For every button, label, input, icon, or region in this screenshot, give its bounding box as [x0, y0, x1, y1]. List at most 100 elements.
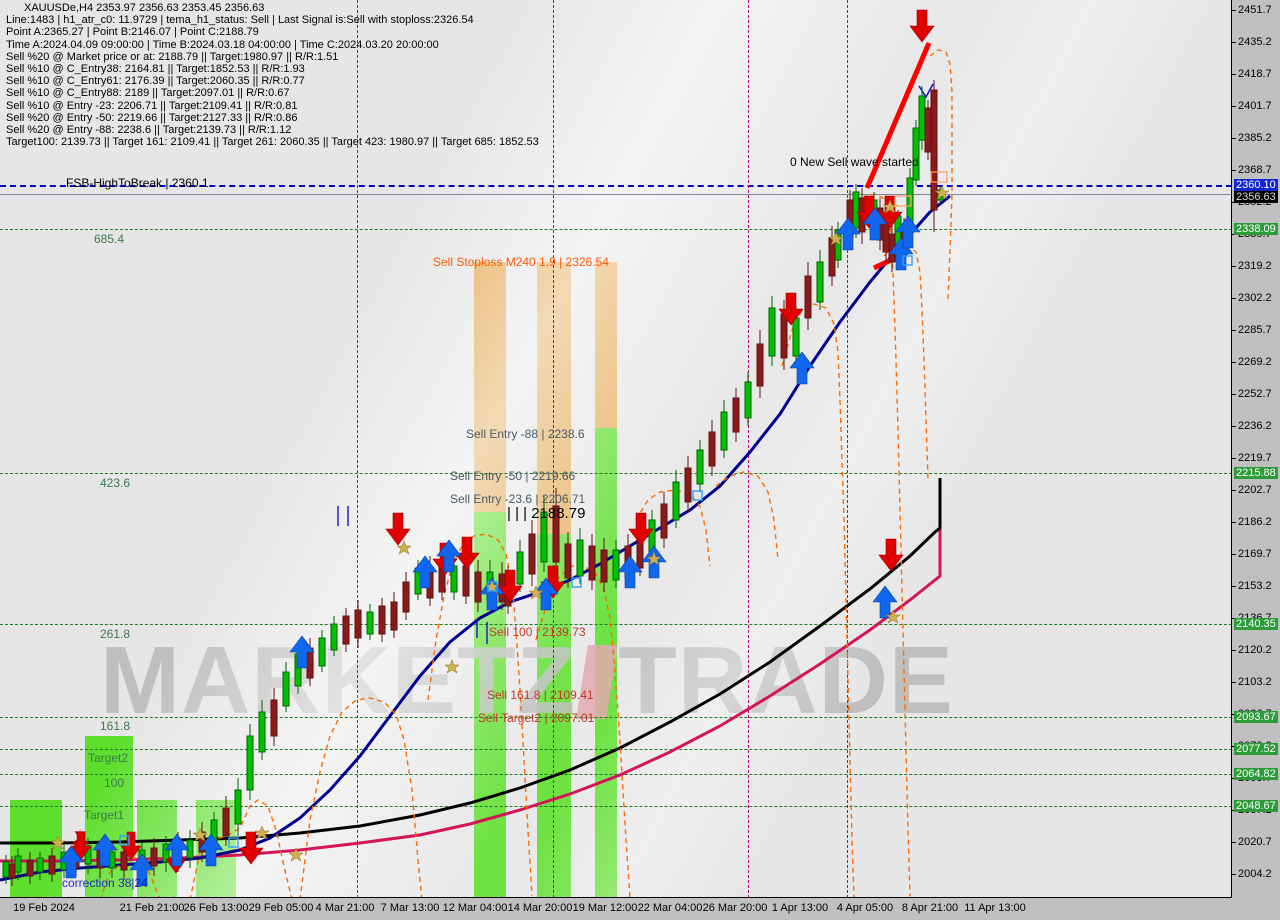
time-tick-label: 8 Apr 21:00 — [901, 902, 959, 914]
axis-tick — [1232, 522, 1236, 523]
info-line: Sell %10 @ C_Entry38: 2164.81 || Target:… — [6, 63, 305, 76]
annotation-sell-100: Sell 100 | 2139.73 — [489, 625, 586, 639]
axis-tick-label: 2368.7 — [1238, 164, 1272, 176]
pending-order-markers — [119, 255, 913, 848]
annotation-sell-entry-50: Sell Entry -50 | 2219.66 — [450, 469, 576, 483]
buy-signal-arrows — [58, 207, 921, 887]
time-axis[interactable]: 19 Feb 2024 21 Feb 21:00 26 Feb 13:00 29… — [0, 897, 1232, 920]
level-line-261 — [0, 624, 1232, 625]
axis-tick-label: 2319.2 — [1238, 260, 1272, 272]
price-tag-last: 2356.63 — [1234, 191, 1278, 203]
time-tick-label: 14 Mar 20:00 — [507, 902, 573, 914]
axis-tick — [1232, 170, 1236, 171]
info-line: Sell %20 @ Entry -50: 2219.66 || Target:… — [6, 111, 298, 124]
fib-label-100: 100 — [104, 776, 125, 790]
info-line: Point A:2365.27 | Point B:2146.07 | Poin… — [6, 26, 259, 39]
axis-tick-label: 2120.2 — [1238, 644, 1272, 656]
price-tag-261: 2140.35 — [1234, 618, 1278, 630]
axis-tick-label: 2285.7 — [1238, 324, 1272, 336]
chart-info-block: XAUUSDe,H4 2353.97 2356.63 2353.45 2356.… — [6, 2, 539, 148]
axis-tick — [1232, 458, 1236, 459]
axis-tick-label: 2186.2 — [1238, 516, 1272, 528]
axis-tick — [1232, 42, 1236, 43]
time-tick-label: 4 Mar 21:00 — [315, 902, 375, 914]
time-tick-label: 7 Mar 13:00 — [380, 902, 440, 914]
level-line-161 — [0, 717, 1232, 718]
fractal-star-markers — [50, 185, 950, 862]
axis-tick-label: 2103.2 — [1238, 676, 1272, 688]
price-tag-bid: 2360.10 — [1234, 179, 1278, 191]
info-line: Time A:2024.04.09 09:00:00 | Time B:2024… — [6, 38, 439, 51]
fib-label-161: 161.8 — [100, 719, 131, 733]
time-tick-label: 12 Mar 04:00 — [442, 902, 508, 914]
time-tick-label: 26 Feb 13:00 — [183, 902, 249, 914]
level-line-current — [0, 194, 1232, 195]
axis-tick — [1232, 106, 1236, 107]
annotation-sell-entry-88: Sell Entry -88 | 2238.6 — [466, 427, 585, 441]
price-tag-685: 2338.09 — [1234, 223, 1278, 235]
axis-tick-label: 2219.7 — [1238, 452, 1272, 464]
axis-tick-label: 2451.7 — [1238, 4, 1272, 16]
axis-tick-label: 2236.2 — [1238, 420, 1272, 432]
axis-corner — [1232, 898, 1280, 920]
price-tag-target1: 2048.67 — [1234, 800, 1278, 812]
time-tick-label: 22 Mar 04:00 — [637, 902, 703, 914]
ma-red-line — [0, 516, 942, 863]
time-tick-label: 19 Mar 12:00 — [572, 902, 638, 914]
annotation-fsb-hightobreak: FSB-HighToBreak | 2360.1 — [66, 176, 209, 190]
time-separator — [553, 0, 554, 898]
annotation-correction: correction 38|24 — [62, 876, 148, 890]
info-line: Target100: 2139.73 || Target 161: 2109.4… — [6, 136, 539, 149]
annotation-new-sell-wave: 0 New Sell wave started — [790, 155, 919, 169]
fib-label-261: 261.8 — [100, 627, 131, 641]
axis-tick-label: 2435.2 — [1238, 36, 1272, 48]
time-separator — [847, 0, 848, 898]
annotation-market-entry: | | | 2188.79 — [507, 505, 586, 522]
axis-tick — [1232, 586, 1236, 587]
axis-tick-label: 2401.7 — [1238, 100, 1272, 112]
axis-tick — [1232, 266, 1236, 267]
info-line: Sell %20 @ Entry -88: 2238.6 || Target:2… — [6, 124, 292, 137]
time-separator — [748, 0, 749, 898]
price-axis[interactable]: 2451.7 2435.2 2418.7 2401.7 2385.2 2368.… — [1231, 0, 1280, 898]
axis-tick-label: 2269.2 — [1238, 356, 1272, 368]
time-tick-label: 1 Apr 13:00 — [771, 902, 829, 914]
fib-label-685: 685.4 — [94, 232, 125, 246]
info-line: Sell %10 @ C_Entry88: 2189 || Target:209… — [6, 87, 290, 100]
fib-label-target1: Target1 — [84, 808, 125, 822]
axis-tick-label: 2252.7 — [1238, 388, 1272, 400]
annotation-sell-entry-236: Sell Entry -23.6 | 2206.71 — [450, 492, 586, 506]
info-line: Sell %10 @ C_Entry61: 2176.39 || Target:… — [6, 75, 305, 88]
ghost-bar-markers — [894, 171, 948, 207]
axis-tick-label: 2202.7 — [1238, 484, 1272, 496]
price-tag-161: 2093.67 — [1234, 711, 1278, 723]
axis-tick — [1232, 842, 1236, 843]
info-line: Sell %20 @ Market price or at: 2188.79 |… — [6, 50, 339, 63]
axis-tick-label: 2385.2 — [1238, 132, 1272, 144]
axis-tick — [1232, 74, 1236, 75]
fib-label-423: 423.6 — [100, 476, 131, 490]
axis-tick — [1232, 490, 1236, 491]
axis-tick — [1232, 362, 1236, 363]
axis-tick-label: 2020.7 — [1238, 836, 1272, 848]
candlestick-series — [2, 80, 944, 886]
ma-black-line — [0, 478, 942, 845]
price-tag-100: 2064.82 — [1234, 768, 1278, 780]
axis-tick-label: 2153.2 — [1238, 580, 1272, 592]
axis-tick — [1232, 554, 1236, 555]
axis-tick-label: 2302.2 — [1238, 292, 1272, 304]
chart-series-overlay — [0, 9, 953, 898]
trendline-up-red — [864, 42, 932, 189]
price-tag-423: 2215.88 — [1234, 467, 1278, 479]
axis-tick-label: 2004.2 — [1238, 868, 1272, 880]
level-line-423 — [0, 473, 1232, 474]
axis-tick — [1232, 138, 1236, 139]
axis-tick — [1232, 682, 1236, 683]
axis-tick — [1232, 298, 1236, 299]
axis-tick-label: 2418.7 — [1238, 68, 1272, 80]
axis-tick — [1232, 874, 1236, 875]
level-line-100 — [0, 774, 1232, 775]
axis-tick — [1232, 394, 1236, 395]
annotation-sell-1618: Sell 161.8 | 2109.41 — [487, 688, 594, 702]
